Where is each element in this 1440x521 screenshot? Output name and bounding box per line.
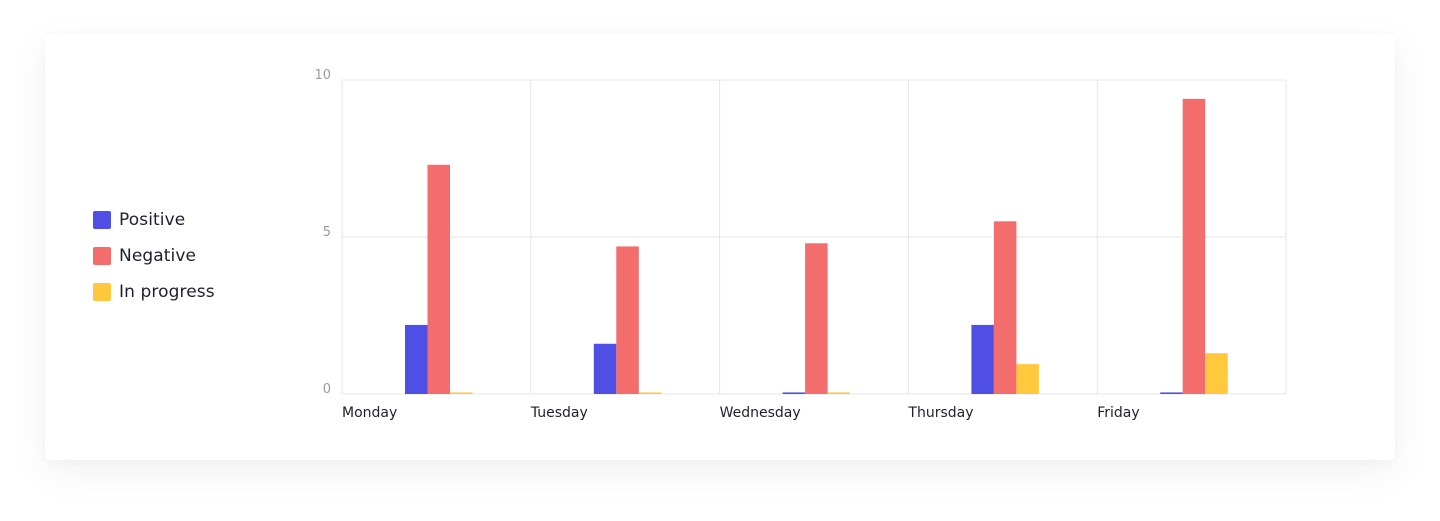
x-tick-label: Monday	[342, 405, 397, 421]
legend-swatch-positive	[93, 211, 111, 229]
bar-in-progress-wednesday	[827, 392, 851, 394]
bar-positive-thursday	[971, 324, 994, 394]
y-tick-label: 10	[314, 68, 331, 83]
bar-negative-thursday	[993, 221, 1017, 394]
legend-label-negative: Negative	[119, 246, 197, 266]
bar-positive-tuesday	[593, 343, 617, 394]
legend-item-negative[interactable]: Negative	[93, 246, 215, 266]
bar-negative-friday	[1182, 98, 1206, 394]
y-tick-label: 5	[323, 225, 331, 240]
bar-positive-friday	[1160, 392, 1183, 394]
bar-negative-wednesday	[805, 243, 828, 394]
x-tick-label: Wednesday	[720, 405, 801, 421]
bar-in-progress-tuesday	[638, 392, 662, 394]
legend-label-in-progress: In progress	[119, 282, 215, 302]
x-tick-label: Tuesday	[530, 405, 588, 421]
bar-in-progress-thursday	[1016, 364, 1039, 394]
bar-negative-monday	[427, 164, 450, 394]
legend-label-positive: Positive	[119, 210, 186, 230]
legend-item-positive[interactable]: Positive	[93, 210, 215, 230]
chart-legend: Positive Negative In progress	[93, 210, 215, 318]
bar-negative-tuesday	[616, 246, 639, 394]
bar-positive-wednesday	[782, 392, 806, 394]
y-tick-label: 0	[323, 382, 331, 397]
bar-in-progress-friday	[1205, 353, 1228, 394]
legend-swatch-in-progress	[93, 283, 111, 301]
bar-positive-monday	[405, 324, 428, 394]
x-tick-label: Thursday	[907, 405, 973, 421]
legend-item-in-progress[interactable]: In progress	[93, 282, 215, 302]
legend-swatch-negative	[93, 247, 111, 265]
x-tick-label: Friday	[1097, 405, 1139, 421]
bar-in-progress-monday	[450, 392, 473, 394]
